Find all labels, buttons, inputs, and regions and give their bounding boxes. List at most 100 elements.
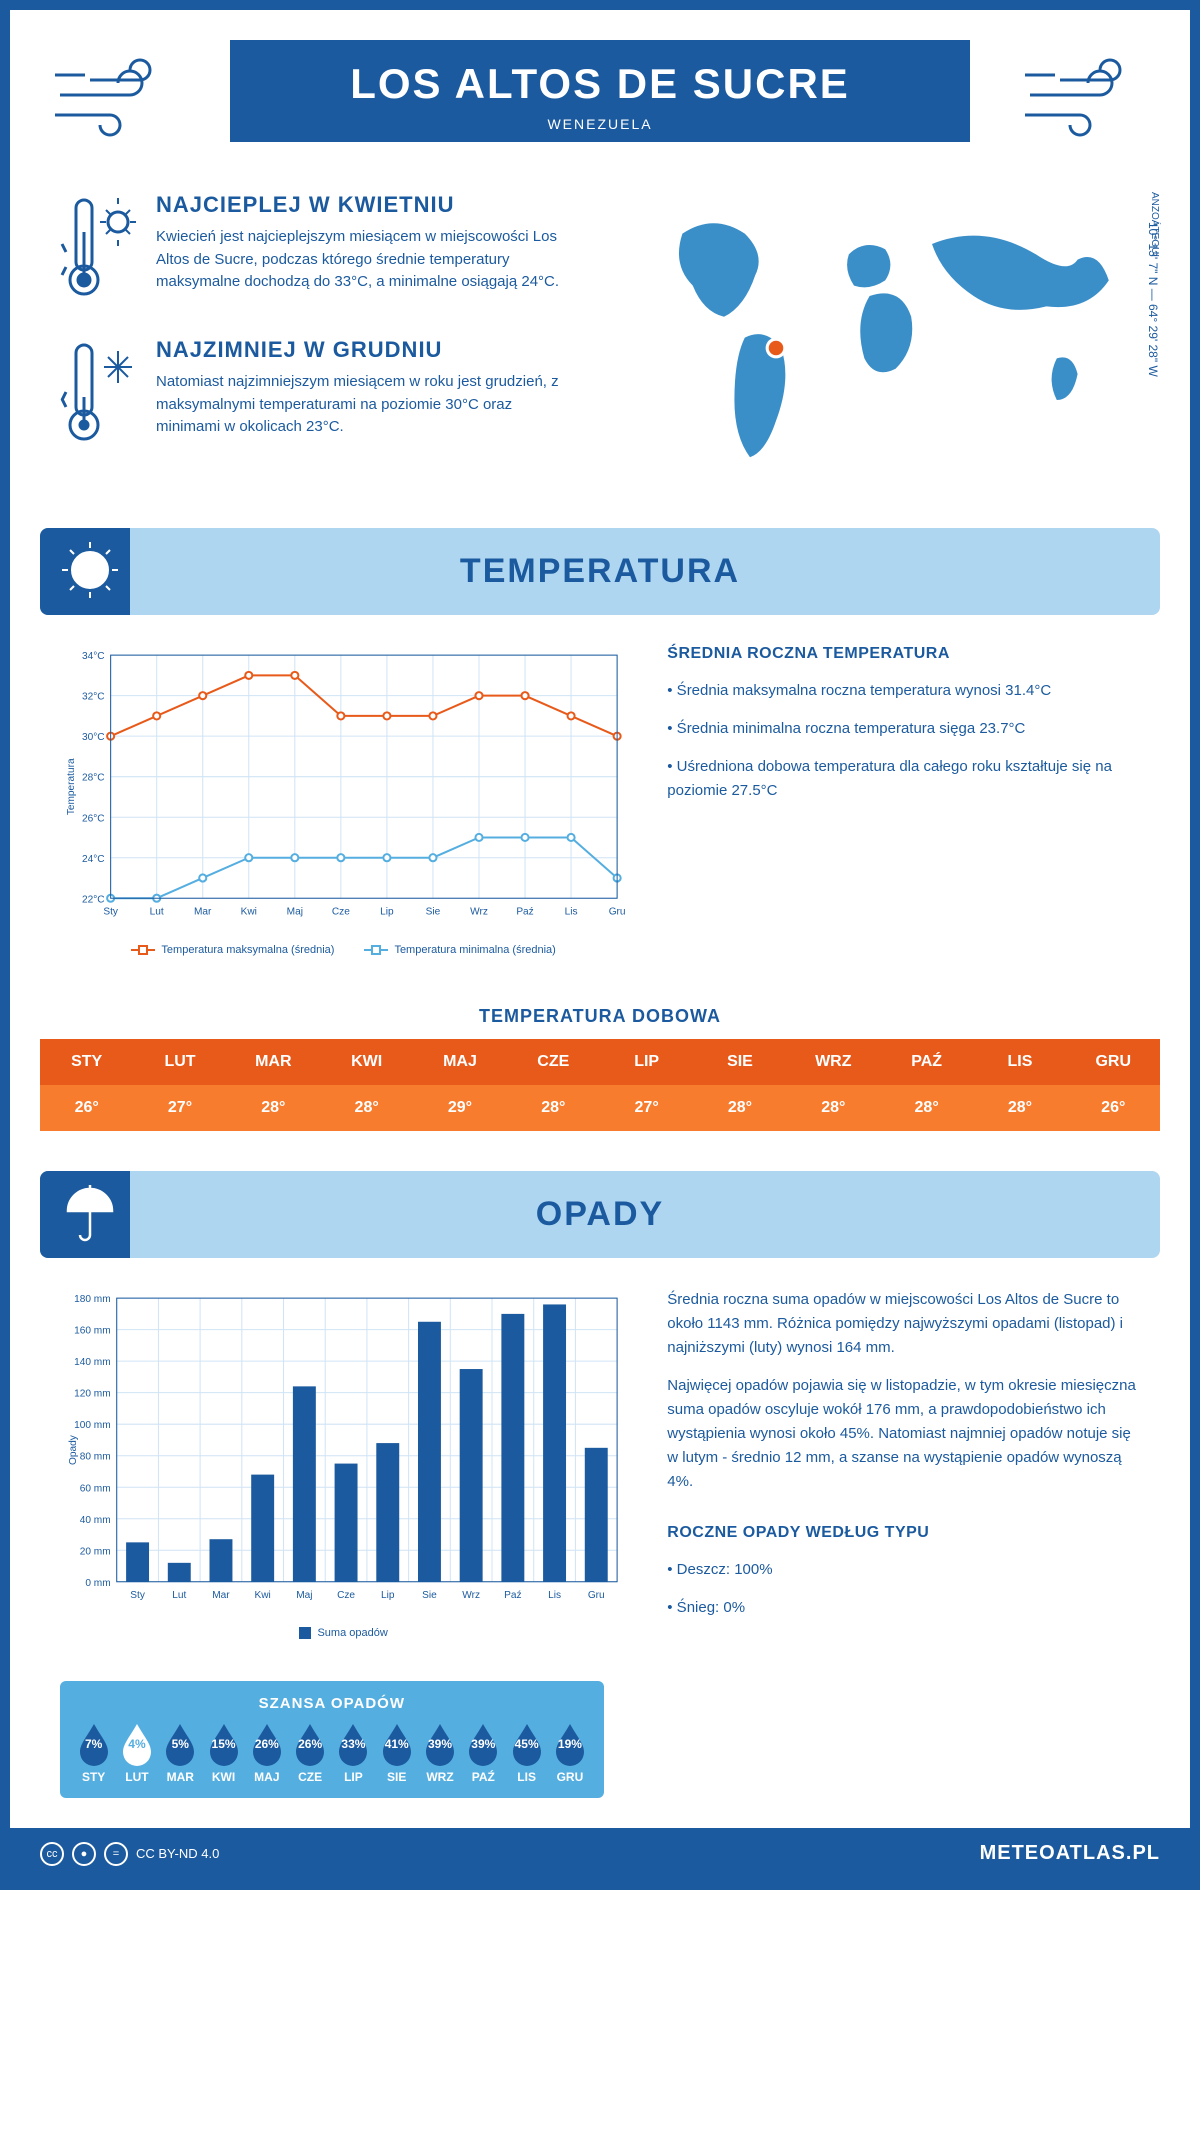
table-header: LIP — [600, 1039, 693, 1085]
daily-temp-title: TEMPERATURA DOBOWA — [10, 1006, 1190, 1027]
rain-legend: Suma opadów — [60, 1627, 627, 1639]
warmest-heading: NAJCIEPLEJ W KWIETNIU — [156, 192, 580, 218]
footer: cc ● = CC BY-ND 4.0 METEOATLAS.PL — [10, 1828, 1190, 1880]
svg-text:160 mm: 160 mm — [74, 1326, 111, 1337]
svg-text:Maj: Maj — [287, 907, 303, 918]
svg-text:Lut: Lut — [172, 1590, 186, 1601]
svg-text:40 mm: 40 mm — [80, 1515, 111, 1526]
avg-temp-b3: • Uśredniona dobowa temperatura dla całe… — [667, 755, 1140, 803]
precipitation-chance: SZANSA OPADÓW 7% STY 4% LUT 5% MAR 15% — [60, 1681, 604, 1798]
by-icon: ● — [72, 1842, 96, 1866]
temp-legend: .legend-line[style*="e85a1a"]::after{bor… — [60, 944, 627, 956]
chance-item: 15% KWI — [202, 1722, 245, 1784]
svg-text:Mar: Mar — [194, 907, 212, 918]
chance-item: 7% STY — [72, 1722, 115, 1784]
cc-icon: cc — [40, 1842, 64, 1866]
coordinates: 10° 13' 7" N — 64° 29' 28" W — [1146, 222, 1160, 377]
title-banner: LOS ALTOS DE SUCRE WENEZUELA — [230, 40, 970, 142]
coldest-heading: NAJZIMNIEJ W GRUDNIU — [156, 337, 580, 363]
table-cell: 28° — [693, 1085, 786, 1131]
chance-item: 41% SIE — [375, 1722, 418, 1784]
svg-text:0 mm: 0 mm — [85, 1578, 110, 1589]
avg-temp-b1: • Średnia maksymalna roczna temperatura … — [667, 679, 1140, 703]
svg-text:Sty: Sty — [130, 1590, 146, 1601]
chance-item: 39% PAŹ — [462, 1722, 505, 1784]
svg-text:Gru: Gru — [609, 907, 626, 918]
table-header: STY — [40, 1039, 133, 1085]
table-cell: 26° — [1067, 1085, 1160, 1131]
world-map: ANZOÁTEGUI 10° 13' 7" N — 64° 29' 28" W — [620, 192, 1140, 488]
svg-text:26°C: 26°C — [82, 813, 105, 824]
svg-text:Wrz: Wrz — [470, 907, 488, 918]
precipitation-title: OPADY — [536, 1195, 664, 1233]
table-header: LUT — [133, 1039, 226, 1085]
wind-icon — [50, 50, 180, 140]
daily-temp-table: STYLUTMARKWIMAJCZELIPSIEWRZPAŹLISGRU 26°… — [40, 1039, 1160, 1131]
svg-text:180 mm: 180 mm — [74, 1294, 111, 1305]
svg-text:30°C: 30°C — [82, 732, 105, 743]
avg-temp-heading: ŚREDNIA ROCZNA TEMPERATURA — [667, 645, 1140, 663]
table-cell: 29° — [413, 1085, 506, 1131]
table-header: WRZ — [787, 1039, 880, 1085]
chance-item: 33% LIP — [332, 1722, 375, 1784]
svg-text:Kwi: Kwi — [241, 907, 257, 918]
nd-icon: = — [104, 1842, 128, 1866]
precipitation-banner: OPADY — [40, 1171, 1160, 1258]
svg-text:Opady: Opady — [68, 1434, 79, 1465]
table-header: GRU — [1067, 1039, 1160, 1085]
table-cell: 28° — [320, 1085, 413, 1131]
svg-text:Cze: Cze — [332, 907, 350, 918]
thermometer-snow-icon — [60, 337, 140, 452]
svg-text:32°C: 32°C — [82, 692, 105, 703]
table-header: SIE — [693, 1039, 786, 1085]
country-label: WENEZUELA — [230, 116, 970, 132]
sun-icon — [60, 540, 120, 609]
temperature-banner: TEMPERATURA — [40, 528, 1160, 615]
precipitation-chart: 0 mm20 mm40 mm60 mm80 mm100 mm120 mm140 … — [60, 1288, 627, 1639]
svg-text:Gru: Gru — [588, 1590, 605, 1601]
svg-text:80 mm: 80 mm — [80, 1452, 111, 1463]
thermometer-sun-icon — [60, 192, 140, 307]
table-header: KWI — [320, 1039, 413, 1085]
wind-icon — [1020, 50, 1150, 140]
table-cell: 28° — [880, 1085, 973, 1131]
svg-text:20 mm: 20 mm — [80, 1546, 111, 1557]
location-title: LOS ALTOS DE SUCRE — [230, 60, 970, 108]
table-cell: 27° — [133, 1085, 226, 1131]
rain-p2: Najwięcej opadów pojawia się w listopadz… — [667, 1374, 1140, 1494]
temperature-chart: 22°C24°C26°C28°C30°C32°C34°CStyLutMarKwi… — [60, 645, 627, 956]
license-label: CC BY-ND 4.0 — [136, 1846, 219, 1861]
svg-text:140 mm: 140 mm — [74, 1357, 111, 1368]
svg-text:22°C: 22°C — [82, 894, 105, 905]
svg-text:Lis: Lis — [565, 907, 578, 918]
svg-text:Temperatura: Temperatura — [66, 758, 77, 815]
table-header: PAŹ — [880, 1039, 973, 1085]
svg-text:Lis: Lis — [548, 1590, 561, 1601]
svg-text:Maj: Maj — [296, 1590, 312, 1601]
chance-item: 45% LIS — [505, 1722, 548, 1784]
table-cell: 26° — [40, 1085, 133, 1131]
svg-text:Wrz: Wrz — [462, 1590, 480, 1601]
table-header: CZE — [507, 1039, 600, 1085]
chance-item: 19% GRU — [548, 1722, 591, 1784]
table-cell: 28° — [507, 1085, 600, 1131]
table-cell: 28° — [973, 1085, 1066, 1131]
table-cell: 28° — [227, 1085, 320, 1131]
rain-type1: • Deszcz: 100% — [667, 1558, 1140, 1582]
svg-text:24°C: 24°C — [82, 854, 105, 865]
coldest-text: Natomiast najzimniejszym miesiącem w rok… — [156, 371, 580, 439]
svg-text:Mar: Mar — [212, 1590, 230, 1601]
chance-item: 39% WRZ — [418, 1722, 461, 1784]
table-cell: 28° — [787, 1085, 880, 1131]
svg-text:34°C: 34°C — [82, 651, 105, 662]
svg-text:Paź: Paź — [504, 1590, 521, 1601]
precipitation-summary: Średnia roczna suma opadów w miejscowośc… — [667, 1288, 1140, 1639]
table-header: MAJ — [413, 1039, 506, 1085]
chance-title: SZANSA OPADÓW — [72, 1695, 592, 1712]
svg-text:Paź: Paź — [516, 907, 533, 918]
svg-text:Lut: Lut — [150, 907, 164, 918]
chance-item: 26% MAJ — [245, 1722, 288, 1784]
site-name: METEOATLAS.PL — [980, 1842, 1160, 1865]
rain-type-heading: ROCZNE OPADY WEDŁUG TYPU — [667, 1524, 1140, 1542]
temperature-title: TEMPERATURA — [460, 552, 740, 590]
